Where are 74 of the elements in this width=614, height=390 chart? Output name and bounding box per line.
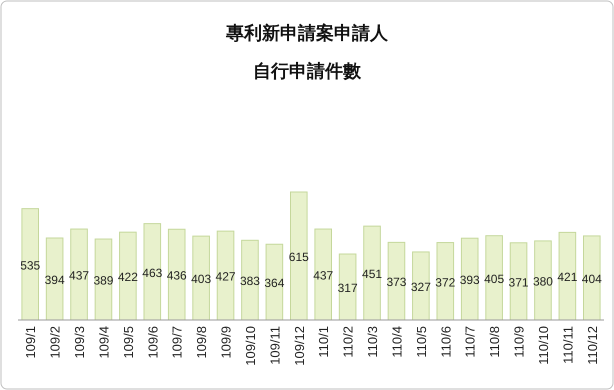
bar — [70, 228, 88, 320]
bar — [363, 226, 381, 320]
bar — [119, 232, 137, 320]
x-tick-label: 109/1 — [23, 326, 38, 359]
data-label: 437 — [69, 268, 90, 283]
data-label: 393 — [460, 273, 480, 288]
x-tick-label: 110/4 — [389, 326, 404, 358]
data-label: 371 — [508, 275, 529, 290]
x-tick-label: 110/6 — [438, 326, 454, 358]
bar — [192, 236, 210, 320]
x-tick-label: 110/2 — [340, 326, 356, 358]
data-label: 437 — [313, 268, 334, 283]
data-label: 422 — [118, 270, 138, 284]
bar — [143, 223, 162, 320]
x-tick-label: 109/4 — [96, 326, 112, 359]
bar — [436, 242, 454, 320]
data-label: 372 — [435, 275, 456, 290]
x-tick-label: 109/3 — [72, 326, 88, 359]
bar — [314, 228, 332, 320]
bar — [485, 235, 503, 320]
x-tick-label: 110/7 — [462, 326, 478, 358]
chart-subtitle: 自行申請件數 — [253, 61, 362, 81]
data-label: 463 — [142, 266, 163, 280]
x-tick-label: 109/2 — [48, 326, 63, 359]
bar — [460, 238, 479, 320]
x-tick-label: 109/6 — [145, 326, 160, 359]
data-label: 427 — [216, 270, 236, 284]
data-label: 364 — [264, 276, 285, 290]
data-label: 383 — [240, 274, 260, 288]
data-label: 389 — [93, 274, 114, 288]
data-label: 403 — [191, 272, 212, 286]
bar — [21, 208, 40, 320]
x-tick-label: 110/9 — [512, 326, 527, 358]
bar — [168, 228, 186, 320]
bar — [534, 240, 552, 320]
data-label: 421 — [557, 270, 578, 284]
bar — [266, 244, 284, 320]
bar — [582, 235, 601, 320]
x-tick-label: 109/5 — [120, 326, 136, 359]
bar — [46, 237, 64, 320]
bar — [558, 232, 576, 320]
bar — [290, 192, 308, 320]
x-tick-label: 110/3 — [365, 326, 380, 358]
data-label: 436 — [166, 268, 188, 283]
data-label: 404 — [582, 272, 602, 286]
bar — [241, 240, 259, 320]
data-label: 394 — [44, 273, 65, 287]
x-tick-label: 109/8 — [194, 326, 210, 359]
x-tick-label: 109/7 — [170, 326, 185, 359]
x-tick-label: 110/5 — [414, 326, 429, 358]
x-tick-label: 109/10 — [242, 326, 258, 366]
chart-title: 專利新申請案申請人 — [225, 23, 389, 43]
data-label: 373 — [386, 275, 407, 290]
x-tick-label: 109/9 — [218, 326, 234, 359]
bar — [412, 251, 430, 320]
x-tick-label: 109/12 — [292, 326, 307, 366]
bar — [388, 242, 406, 320]
data-label: 535 — [20, 258, 41, 272]
data-label: 451 — [362, 267, 382, 282]
x-tick-label: 110/8 — [487, 326, 502, 358]
data-label: 317 — [338, 281, 358, 296]
bar — [510, 242, 528, 320]
data-label: 615 — [288, 250, 310, 264]
bar — [338, 254, 356, 320]
bar — [94, 238, 112, 320]
x-tick-label: 110/12 — [584, 326, 600, 365]
x-tick-label: 110/10 — [536, 326, 551, 365]
data-label: 380 — [532, 274, 554, 288]
x-tick-label: 109/11 — [267, 326, 282, 365]
x-tick-label: 110/11 — [560, 326, 576, 364]
bar — [216, 230, 234, 320]
x-tick-label: 110/1 — [316, 326, 332, 358]
data-label: 405 — [484, 272, 504, 286]
data-label: 327 — [410, 280, 432, 294]
